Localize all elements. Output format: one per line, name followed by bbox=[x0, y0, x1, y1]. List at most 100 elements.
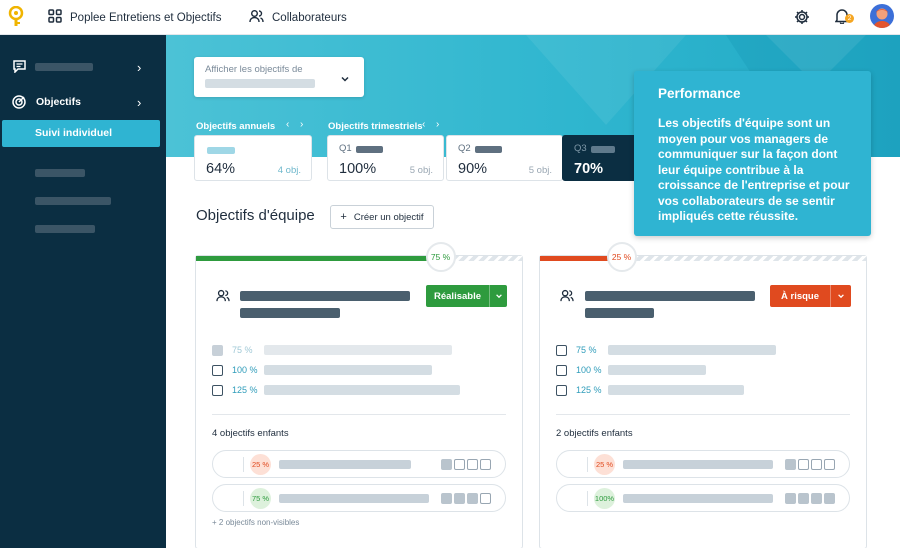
threshold-text-placeholder bbox=[264, 345, 452, 355]
status-label: Réalisable bbox=[434, 290, 481, 302]
threshold-row[interactable]: 75 % bbox=[556, 343, 776, 357]
nav-collaborators[interactable]: Collaborateurs bbox=[249, 0, 347, 35]
status-label: À risque bbox=[781, 290, 820, 302]
child-checkboxes bbox=[441, 493, 491, 504]
threshold-percent: 100 % bbox=[576, 365, 602, 375]
checkbox[interactable] bbox=[556, 384, 567, 396]
child-progress: 25 % bbox=[594, 454, 615, 475]
kpi-percent: 70% bbox=[574, 161, 604, 177]
threshold-row[interactable]: 125 % bbox=[556, 383, 744, 397]
mini-checkbox bbox=[811, 459, 822, 470]
kpi-card-q2[interactable]: Q2 90% 5 obj. bbox=[446, 135, 563, 181]
checkbox[interactable] bbox=[212, 384, 223, 396]
team-objective-card[interactable]: 75 % Réalisable 75 % 100 % 125 % 4 bbox=[195, 242, 523, 548]
chevron-down-icon[interactable] bbox=[830, 285, 850, 307]
target-icon bbox=[12, 95, 26, 114]
child-objective[interactable]: 25 % bbox=[212, 450, 506, 478]
threshold-row[interactable]: 100 % bbox=[212, 363, 432, 377]
threshold-text-placeholder bbox=[608, 365, 706, 375]
kpi-card-annual[interactable]: 64% 4 obj. bbox=[194, 135, 312, 181]
threshold-percent: 100 % bbox=[232, 365, 258, 375]
status-dropdown-button[interactable]: À risque bbox=[770, 285, 851, 307]
threshold-row[interactable]: 125 % bbox=[212, 383, 460, 397]
child-objective[interactable]: 100% bbox=[556, 484, 850, 512]
kpi-card-q3-selected[interactable]: Q3 70% bbox=[562, 135, 642, 181]
settings-gear-icon[interactable] bbox=[794, 9, 810, 30]
chevron-left-icon[interactable]: ‹ bbox=[286, 119, 290, 130]
child-title-placeholder bbox=[623, 494, 773, 503]
objective-title-placeholder bbox=[240, 291, 410, 301]
objectives-owner-select[interactable]: Afficher les objectifs de bbox=[194, 57, 364, 97]
tab-annual-objectives[interactable]: Objectifs annuels bbox=[196, 121, 276, 132]
threshold-text-placeholder bbox=[608, 385, 744, 395]
kpi-card-q1[interactable]: Q1 100% 5 obj. bbox=[327, 135, 444, 181]
collaborators-label: Collaborateurs bbox=[272, 11, 347, 24]
kpi-quarter: Q3 bbox=[574, 143, 587, 154]
sidebar-objectives-label: Objectifs bbox=[36, 96, 81, 108]
sidebar-subitem-placeholder[interactable] bbox=[35, 197, 111, 205]
mini-checkbox bbox=[811, 493, 822, 504]
kpi-label-placeholder bbox=[356, 146, 383, 153]
child-objective[interactable]: 75 % bbox=[212, 484, 506, 512]
threshold-text-placeholder bbox=[264, 385, 460, 395]
sidebar-subitem-placeholder[interactable] bbox=[35, 169, 85, 177]
select-label: Afficher les objectifs de bbox=[205, 64, 303, 75]
kpi-quarter: Q2 bbox=[458, 143, 471, 154]
objective-title-placeholder bbox=[585, 308, 654, 318]
tooltip-body: Les objectifs d'équipe sont un moyen pou… bbox=[658, 116, 850, 223]
nav-app-title[interactable]: Poplee Entretiens et Objectifs bbox=[48, 0, 222, 35]
user-avatar[interactable] bbox=[870, 4, 894, 28]
tab-quarterly-objectives[interactable]: Objectifs trimestriels bbox=[328, 121, 423, 132]
hidden-objectives-note[interactable]: + 2 objectifs non-visibles bbox=[212, 518, 300, 527]
mini-checkbox bbox=[785, 493, 796, 504]
checkbox[interactable] bbox=[212, 364, 223, 376]
threshold-text-placeholder bbox=[608, 345, 776, 355]
top-bar: Poplee Entretiens et Objectifs Collabora… bbox=[0, 0, 900, 35]
threshold-percent: 75 % bbox=[576, 345, 597, 355]
child-objective[interactable]: 25 % bbox=[556, 450, 850, 478]
mini-checkbox bbox=[454, 493, 465, 504]
kpi-percent: 64% bbox=[206, 161, 236, 177]
checkbox[interactable] bbox=[556, 364, 567, 376]
sidebar-subitem-placeholder[interactable] bbox=[35, 225, 95, 233]
apps-grid-icon bbox=[48, 9, 70, 26]
progress-badge: 75 % bbox=[425, 242, 456, 272]
threshold-percent: 75 % bbox=[232, 345, 253, 355]
app-logo-icon[interactable] bbox=[8, 5, 24, 28]
checkbox[interactable] bbox=[556, 344, 567, 356]
child-title-placeholder bbox=[623, 460, 773, 469]
status-dropdown-button[interactable]: Réalisable bbox=[426, 285, 507, 307]
threshold-text-placeholder bbox=[264, 365, 432, 375]
mini-checkbox bbox=[480, 459, 491, 470]
message-icon bbox=[13, 60, 26, 78]
mini-checkbox bbox=[480, 493, 491, 504]
child-progress: 25 % bbox=[250, 454, 271, 475]
create-objective-button[interactable]: + Créer un objectif bbox=[330, 205, 434, 229]
separator bbox=[243, 457, 244, 472]
threshold-row[interactable]: 100 % bbox=[556, 363, 706, 377]
mini-checkbox bbox=[441, 493, 452, 504]
kpi-label-placeholder bbox=[591, 146, 615, 153]
child-progress: 75 % bbox=[250, 488, 271, 509]
performance-tooltip: Performance Les objectifs d'équipe sont … bbox=[634, 71, 871, 236]
threshold-row[interactable]: 75 % bbox=[212, 343, 452, 357]
create-objective-label: Créer un objectif bbox=[353, 211, 424, 223]
sidebar-item-objectives[interactable]: Objectifs › bbox=[0, 89, 166, 115]
child-checkboxes bbox=[785, 493, 835, 504]
chevron-right-icon[interactable]: › bbox=[300, 119, 304, 130]
team-objective-card[interactable]: 25 % À risque 75 % 100 % 125 % 2 ob bbox=[539, 242, 867, 548]
sidebar-item-messages[interactable]: › bbox=[0, 54, 166, 80]
tooltip-title: Performance bbox=[658, 86, 741, 101]
kpi-quarter: Q1 bbox=[339, 143, 352, 154]
mini-checkbox bbox=[824, 459, 835, 470]
progress-fill bbox=[196, 256, 441, 261]
objective-title-placeholder bbox=[585, 291, 755, 301]
checkbox-checked[interactable] bbox=[212, 344, 223, 356]
select-value-placeholder bbox=[205, 79, 315, 88]
chevron-down-icon[interactable] bbox=[489, 285, 507, 307]
chevron-left-icon[interactable]: ‹ bbox=[422, 119, 426, 130]
sidebar-active-label: Suivi individuel bbox=[35, 127, 113, 139]
sidebar-item-individual-tracking[interactable]: Suivi individuel bbox=[2, 120, 160, 147]
chevron-right-icon[interactable]: › bbox=[436, 119, 440, 130]
sidebar: › Objectifs › Suivi individuel bbox=[0, 35, 166, 548]
